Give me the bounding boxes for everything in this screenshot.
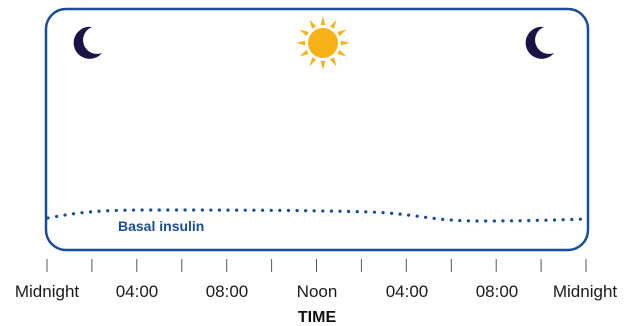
basal-insulin-curve	[46, 208, 588, 223]
tick-label-noon: Noon	[297, 282, 338, 301]
time-axis	[46, 259, 587, 272]
moon-icon	[73, 26, 102, 59]
sun-ray	[299, 29, 309, 37]
curve-label: Basal insulin	[118, 218, 204, 234]
day-frame	[44, 7, 590, 252]
tick-label-midnight-start: Midnight	[15, 282, 80, 301]
sun-ray	[329, 19, 337, 29]
sun-ray	[320, 16, 326, 26]
sun-ray	[329, 57, 337, 67]
sun-ray	[296, 40, 306, 46]
axis-title: TIME	[298, 309, 337, 326]
moon-icon	[525, 26, 554, 59]
sun-ray	[299, 49, 309, 57]
tick-label-0800-am: 08:00	[206, 282, 249, 301]
sun-ray	[337, 29, 347, 37]
sun-ray	[337, 49, 347, 57]
sun-icon	[296, 16, 350, 70]
sun-ray	[320, 60, 326, 70]
tick-label-0400-pm: 04:00	[386, 282, 429, 301]
tick-label-midnight-end: Midnight	[553, 282, 618, 301]
sun-ray	[309, 57, 317, 67]
sun-ray	[340, 40, 350, 46]
tick-label-0800-pm: 08:00	[476, 282, 519, 301]
tick-label-0400-am: 04:00	[116, 282, 159, 301]
sun-ray	[309, 19, 317, 29]
